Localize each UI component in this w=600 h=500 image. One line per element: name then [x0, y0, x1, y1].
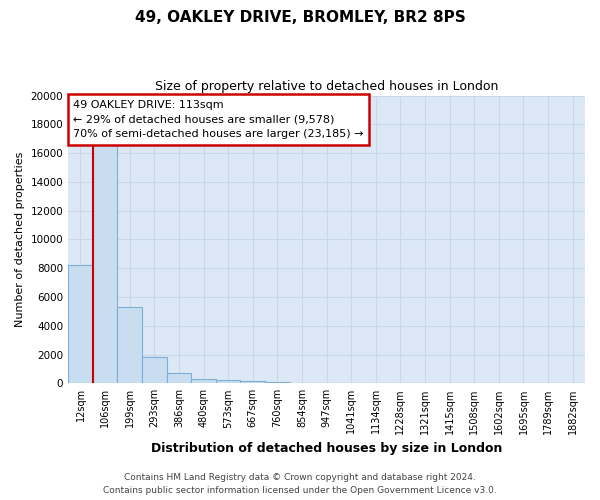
Bar — [216, 380, 241, 384]
Bar — [265, 382, 290, 384]
Title: Size of property relative to detached houses in London: Size of property relative to detached ho… — [155, 80, 498, 93]
Text: Contains HM Land Registry data © Crown copyright and database right 2024.
Contai: Contains HM Land Registry data © Crown c… — [103, 473, 497, 495]
Bar — [68, 266, 93, 384]
Bar — [93, 144, 118, 384]
Bar — [167, 372, 191, 384]
Text: 49, OAKLEY DRIVE, BROMLEY, BR2 8PS: 49, OAKLEY DRIVE, BROMLEY, BR2 8PS — [134, 10, 466, 25]
Y-axis label: Number of detached properties: Number of detached properties — [15, 152, 25, 327]
Bar — [142, 358, 167, 384]
Bar — [191, 380, 216, 384]
X-axis label: Distribution of detached houses by size in London: Distribution of detached houses by size … — [151, 442, 502, 455]
Bar — [118, 307, 142, 384]
Bar — [241, 381, 265, 384]
Text: 49 OAKLEY DRIVE: 113sqm
← 29% of detached houses are smaller (9,578)
70% of semi: 49 OAKLEY DRIVE: 113sqm ← 29% of detache… — [73, 100, 364, 140]
